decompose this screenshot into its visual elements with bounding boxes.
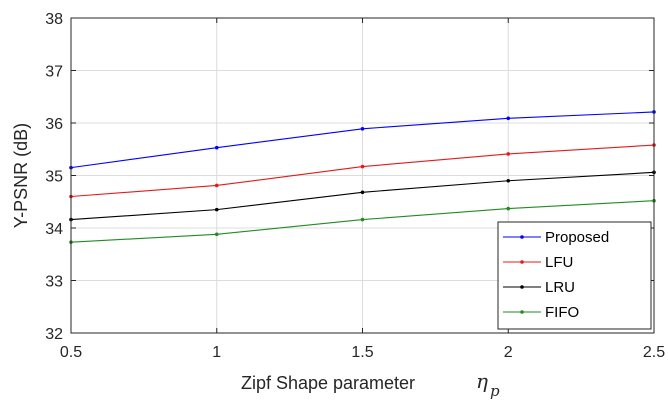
y-tick-label: 33: [45, 274, 63, 291]
series-proposed: [69, 110, 656, 170]
data-point: [360, 217, 365, 222]
x-axis-label: Zipf Shape parameter: [241, 373, 415, 393]
data-point: [214, 145, 219, 150]
legend-item-proposed: Proposed: [503, 229, 609, 246]
series-lfu: [69, 143, 656, 199]
y-tick-label: 37: [45, 64, 63, 81]
data-point: [214, 207, 219, 212]
y-tick-label: 35: [45, 169, 63, 186]
series-group: [69, 110, 656, 244]
data-point: [214, 183, 219, 188]
x-axis-symbol: η: [476, 369, 488, 393]
legend-marker: [520, 235, 524, 239]
y-axis-label: Y-PSNR (dB): [11, 123, 31, 228]
data-point: [506, 206, 511, 211]
x-tick-label: 0.5: [60, 344, 82, 361]
y-tick-label: 38: [45, 11, 63, 28]
legend-marker: [520, 260, 524, 264]
ticks: 32 33 34 35 36 37 38 0.5 1 1.5 2 2.5: [45, 11, 665, 361]
legend: Proposed LFU LRU FIFO: [497, 221, 652, 330]
x-tick-label: 2: [504, 344, 513, 361]
data-point: [506, 178, 511, 183]
data-point: [360, 190, 365, 195]
series-lru: [69, 170, 656, 222]
legend-item-fifo: FIFO: [503, 304, 579, 321]
legend-label: LFU: [545, 254, 573, 271]
x-tick-label: 1.5: [351, 344, 373, 361]
x-tick-label: 2.5: [643, 344, 665, 361]
legend-label: Proposed: [545, 229, 609, 246]
legend-marker: [520, 310, 524, 314]
y-tick-label: 34: [45, 221, 63, 238]
legend-label: LRU: [545, 279, 575, 296]
data-point: [506, 152, 511, 156]
legend-item-lru: LRU: [503, 279, 575, 296]
y-tick-label: 36: [45, 116, 63, 133]
legend-label: FIFO: [545, 304, 579, 321]
legend-marker: [520, 285, 524, 289]
data-point: [214, 232, 219, 237]
x-axis-symbol-subscript: p: [490, 382, 500, 400]
y-tick-label: 32: [45, 326, 63, 343]
data-point: [360, 126, 365, 131]
data-point: [360, 164, 365, 169]
legend-item-lfu: LFU: [503, 254, 573, 271]
x-tick-label: 1: [212, 344, 221, 361]
data-point: [506, 116, 511, 121]
